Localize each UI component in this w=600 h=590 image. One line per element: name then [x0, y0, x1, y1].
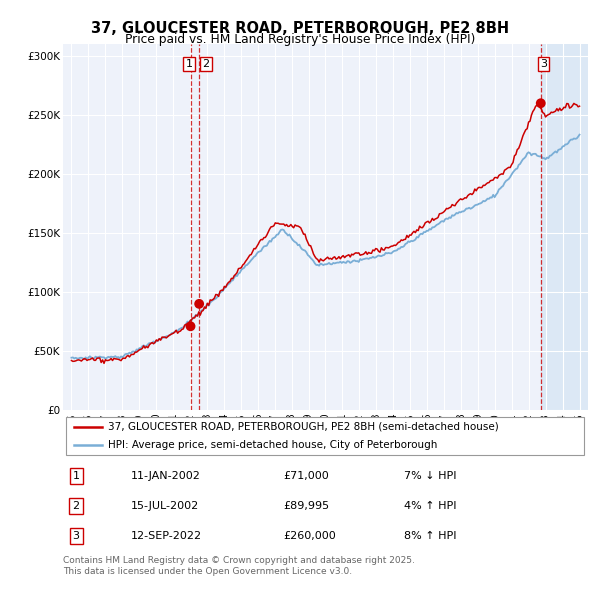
Text: 7% ↓ HPI: 7% ↓ HPI: [404, 471, 457, 481]
Text: 8% ↑ HPI: 8% ↑ HPI: [404, 531, 457, 541]
Text: £89,995: £89,995: [284, 501, 329, 511]
Bar: [541, 44, 588, 410]
Text: 3: 3: [73, 531, 80, 541]
Text: 37, GLOUCESTER ROAD, PETERBOROUGH, PE2 8BH: 37, GLOUCESTER ROAD, PETERBOROUGH, PE2 8…: [91, 21, 509, 35]
Text: 1: 1: [185, 59, 193, 69]
Text: 3: 3: [540, 59, 547, 69]
Point: [194, 299, 204, 309]
Text: 11-JAN-2002: 11-JAN-2002: [131, 471, 201, 481]
Text: 2: 2: [202, 59, 209, 69]
Text: 1: 1: [73, 471, 80, 481]
Text: Contains HM Land Registry data © Crown copyright and database right 2025.
This d: Contains HM Land Registry data © Crown c…: [63, 556, 415, 576]
Text: 4% ↑ HPI: 4% ↑ HPI: [404, 501, 457, 511]
Text: 15-JUL-2002: 15-JUL-2002: [131, 501, 199, 511]
Text: 12-SEP-2022: 12-SEP-2022: [131, 531, 202, 541]
Text: Price paid vs. HM Land Registry's House Price Index (HPI): Price paid vs. HM Land Registry's House …: [125, 33, 475, 46]
Text: 2: 2: [73, 501, 80, 511]
Point: [536, 99, 545, 108]
Text: £260,000: £260,000: [284, 531, 336, 541]
Text: 37, GLOUCESTER ROAD, PETERBOROUGH, PE2 8BH (semi-detached house): 37, GLOUCESTER ROAD, PETERBOROUGH, PE2 8…: [107, 422, 499, 432]
Point: [186, 322, 196, 331]
Text: £71,000: £71,000: [284, 471, 329, 481]
FancyBboxPatch shape: [65, 417, 584, 455]
Text: HPI: Average price, semi-detached house, City of Peterborough: HPI: Average price, semi-detached house,…: [107, 440, 437, 450]
